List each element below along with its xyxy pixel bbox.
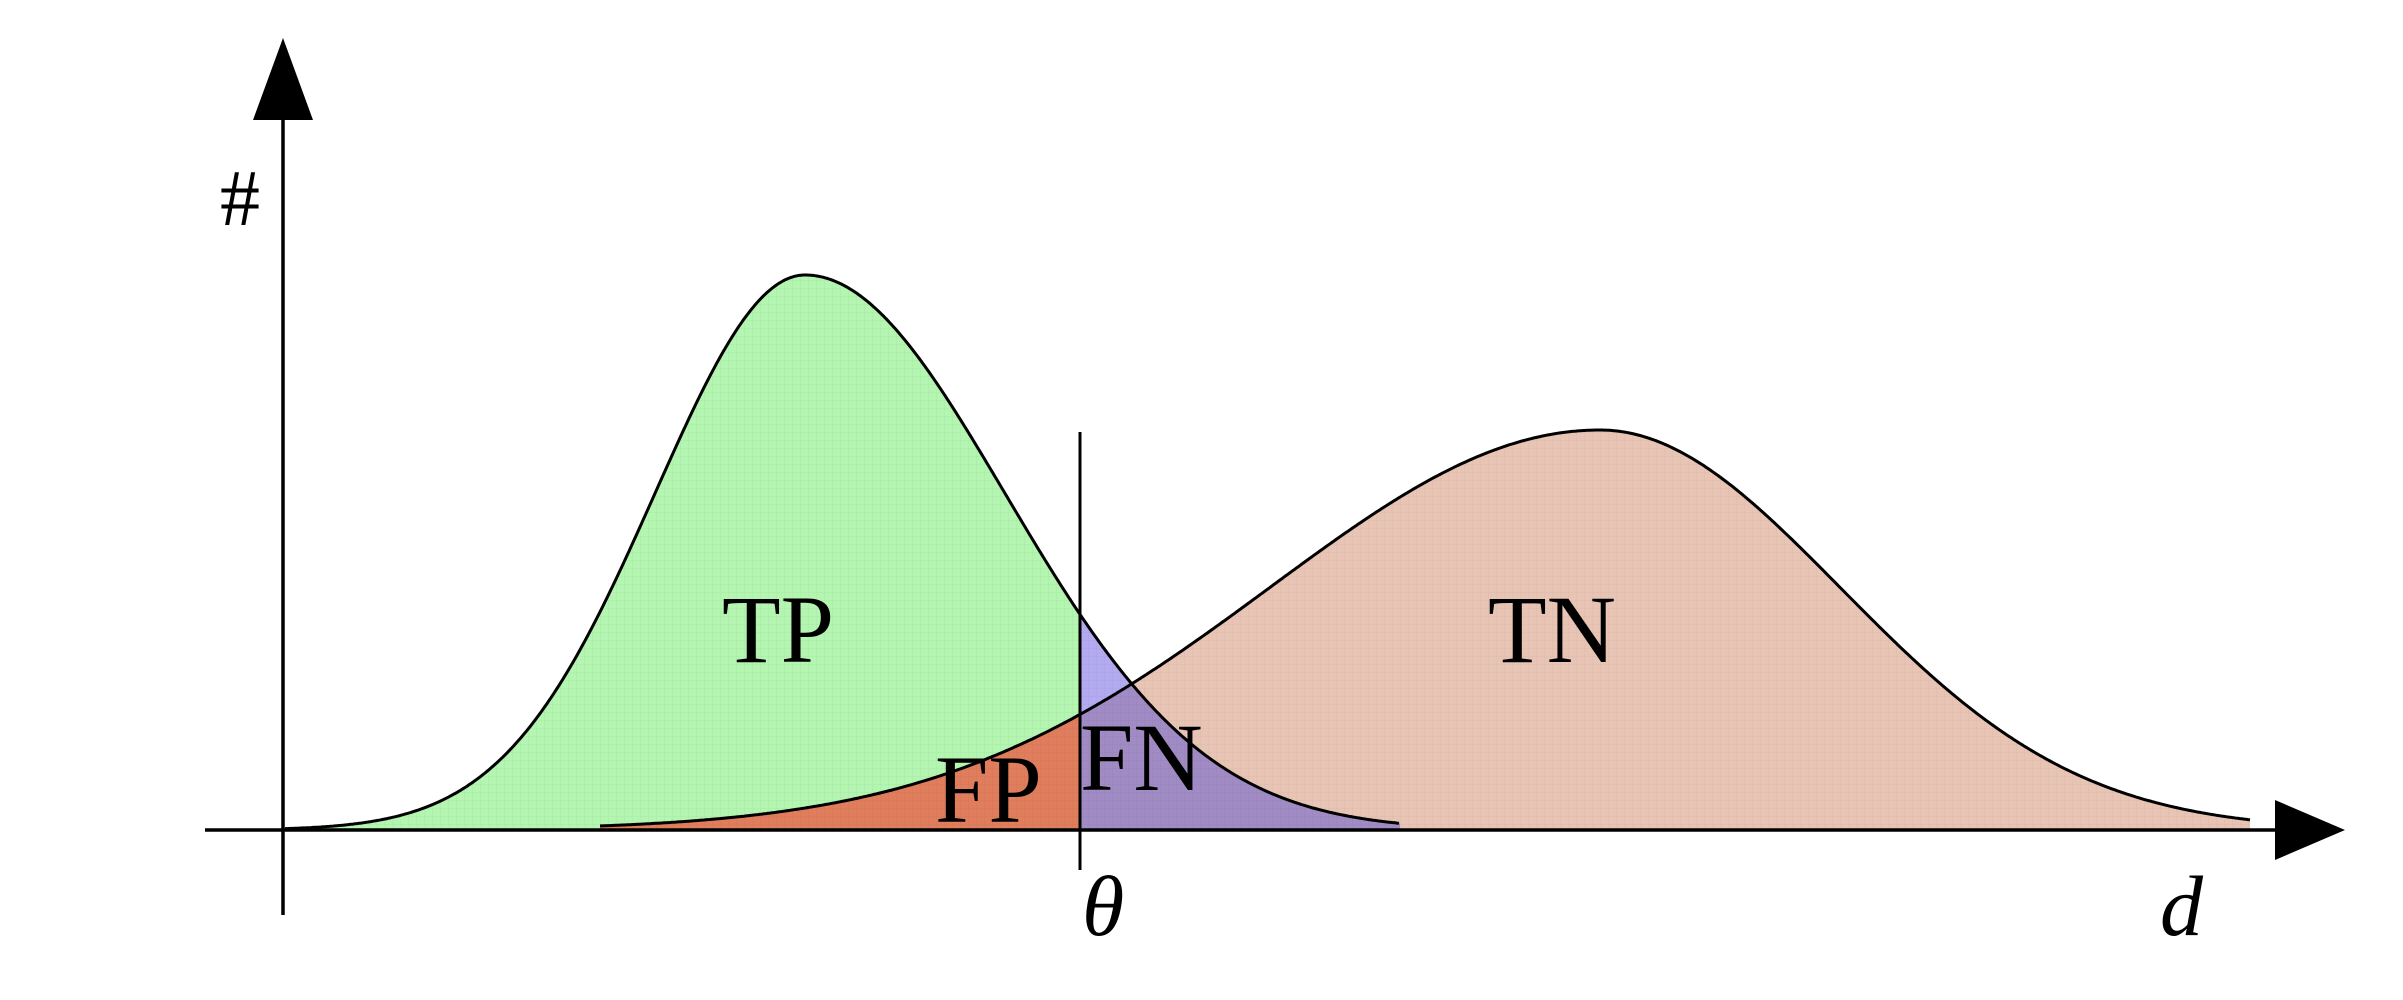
x-axis-label: d	[2160, 858, 2204, 954]
fill-texture	[285, 275, 2250, 830]
y-axis-arrow-icon	[253, 38, 313, 120]
x-axis-arrow-icon	[2275, 800, 2345, 860]
y-axis-label: #	[220, 155, 260, 243]
fn-label: FN	[1080, 704, 1203, 811]
tn-label: TN	[1488, 576, 1616, 683]
tp-label: TP	[722, 576, 834, 683]
positive-distribution-curve	[285, 273, 1400, 831]
negative-distribution-curve	[600, 428, 2251, 828]
threshold-label: θ	[1082, 858, 1124, 954]
fp-label: FP	[935, 736, 1042, 843]
